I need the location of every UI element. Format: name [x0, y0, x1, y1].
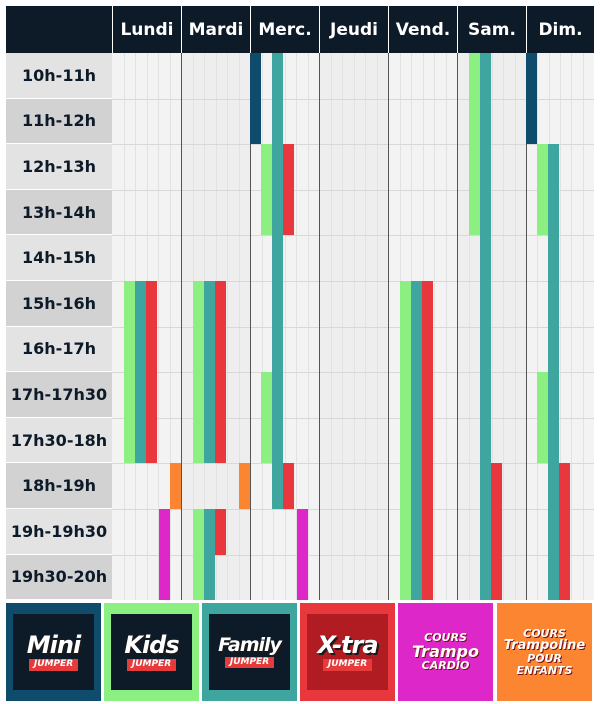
session-bar-xtra[interactable] [491, 463, 502, 601]
legend-trampo: COURS Trampo CARDIO [398, 603, 493, 701]
legend-subtitle: JUMPER [126, 659, 177, 671]
session-bar-mini[interactable] [250, 53, 261, 145]
day-header: Merc. [250, 6, 319, 53]
course-legend: Mini JUMPER Kids JUMPER Family JUMPER X-tra JUM… [0, 600, 600, 704]
legend-line: COURS [523, 626, 566, 640]
day-header: Vend. [388, 6, 457, 53]
session-bar-xtra[interactable] [215, 509, 226, 555]
time-slot-label: 19h-19h30 [6, 509, 112, 555]
legend-mini: Mini JUMPER [6, 603, 101, 701]
legend-kids: Kids JUMPER [104, 603, 199, 701]
legend-line: Trampoline [503, 638, 586, 654]
session-bar-family[interactable] [411, 281, 422, 601]
day-header: Dim. [526, 6, 594, 53]
session-bar-xtra[interactable] [283, 463, 294, 509]
session-bar-enfants[interactable] [239, 463, 250, 509]
session-bar-trampo[interactable] [297, 509, 308, 601]
legend-subtitle: JUMPER [224, 656, 275, 669]
legend-subtitle: JUMPER [28, 659, 79, 671]
session-bar-xtra[interactable] [559, 463, 570, 601]
session-bar-family[interactable] [204, 509, 215, 601]
legend-title: Mini [26, 631, 81, 660]
legend-subtitle: JUMPER [322, 659, 373, 671]
time-slot-label: 18h-19h [6, 463, 112, 509]
session-bar-family[interactable] [272, 372, 283, 464]
session-bar-xtra[interactable] [283, 144, 294, 236]
session-bar-enfants[interactable] [170, 463, 181, 509]
legend-line: Trampo [412, 641, 479, 661]
day-header: Mardi [181, 6, 250, 53]
header-corner [6, 6, 112, 53]
time-slot-label: 12h-13h [6, 144, 112, 190]
session-bar-kids[interactable] [537, 372, 548, 464]
session-bar-family[interactable] [135, 281, 146, 464]
session-bar-kids[interactable] [193, 281, 204, 464]
session-bar-family[interactable] [272, 53, 283, 145]
session-bar-kids[interactable] [537, 144, 548, 236]
session-bar-xtra[interactable] [146, 281, 157, 464]
legend-family: Family JUMPER [202, 603, 297, 701]
day-header: Jeudi [319, 6, 388, 53]
session-bar-kids[interactable] [261, 144, 272, 236]
session-bar-family[interactable] [480, 53, 491, 601]
session-bar-family[interactable] [272, 235, 283, 373]
session-bar-trampo[interactable] [159, 509, 170, 601]
session-bar-kids[interactable] [400, 281, 411, 601]
schedule-grid: Lundi Mardi Merc. Jeudi Vend. Sam. Dim. 10h-11h… [6, 6, 594, 601]
session-bar-kids[interactable] [124, 281, 135, 464]
session-bar-kids[interactable] [261, 372, 272, 464]
time-slot-label: 16h-17h [6, 326, 112, 373]
time-slot-label: 17h-17h30 [6, 372, 112, 418]
time-slot-label: 19h30-20h [6, 554, 112, 601]
session-bar-family[interactable] [272, 144, 283, 236]
time-slot-label: 11h-12h [6, 98, 112, 145]
session-bar-mini[interactable] [526, 53, 537, 145]
session-bar-family[interactable] [548, 144, 559, 601]
session-bar-family[interactable] [204, 281, 215, 464]
day-header: Sam. [457, 6, 526, 53]
session-bar-xtra[interactable] [215, 281, 226, 464]
legend-title: X-tra [317, 631, 378, 660]
legend-line: POUR ENFANTS [516, 652, 573, 677]
session-bar-family[interactable] [272, 463, 283, 509]
session-bar-xtra[interactable] [422, 281, 433, 601]
time-slot-label: 10h-11h [6, 53, 112, 99]
session-bar-kids[interactable] [193, 509, 204, 601]
day-column-3 [319, 53, 388, 600]
legend-title: Family [218, 633, 282, 656]
day-header: Lundi [112, 6, 181, 53]
time-slot-label: 14h-15h [6, 235, 112, 281]
time-slot-label: 13h-14h [6, 189, 112, 236]
session-bar-kids[interactable] [469, 53, 480, 236]
legend-title: Kids [124, 631, 179, 660]
time-slot-label: 17h30-18h [6, 417, 112, 464]
legend-line: COURS [424, 631, 467, 645]
legend-enfants: COURS Trampoline POUR ENFANTS [497, 603, 592, 701]
time-slot-label: 15h-16h [6, 281, 112, 327]
legend-line: CARDIO [421, 659, 470, 673]
legend-xtra: X-tra JUMPER [300, 603, 395, 701]
